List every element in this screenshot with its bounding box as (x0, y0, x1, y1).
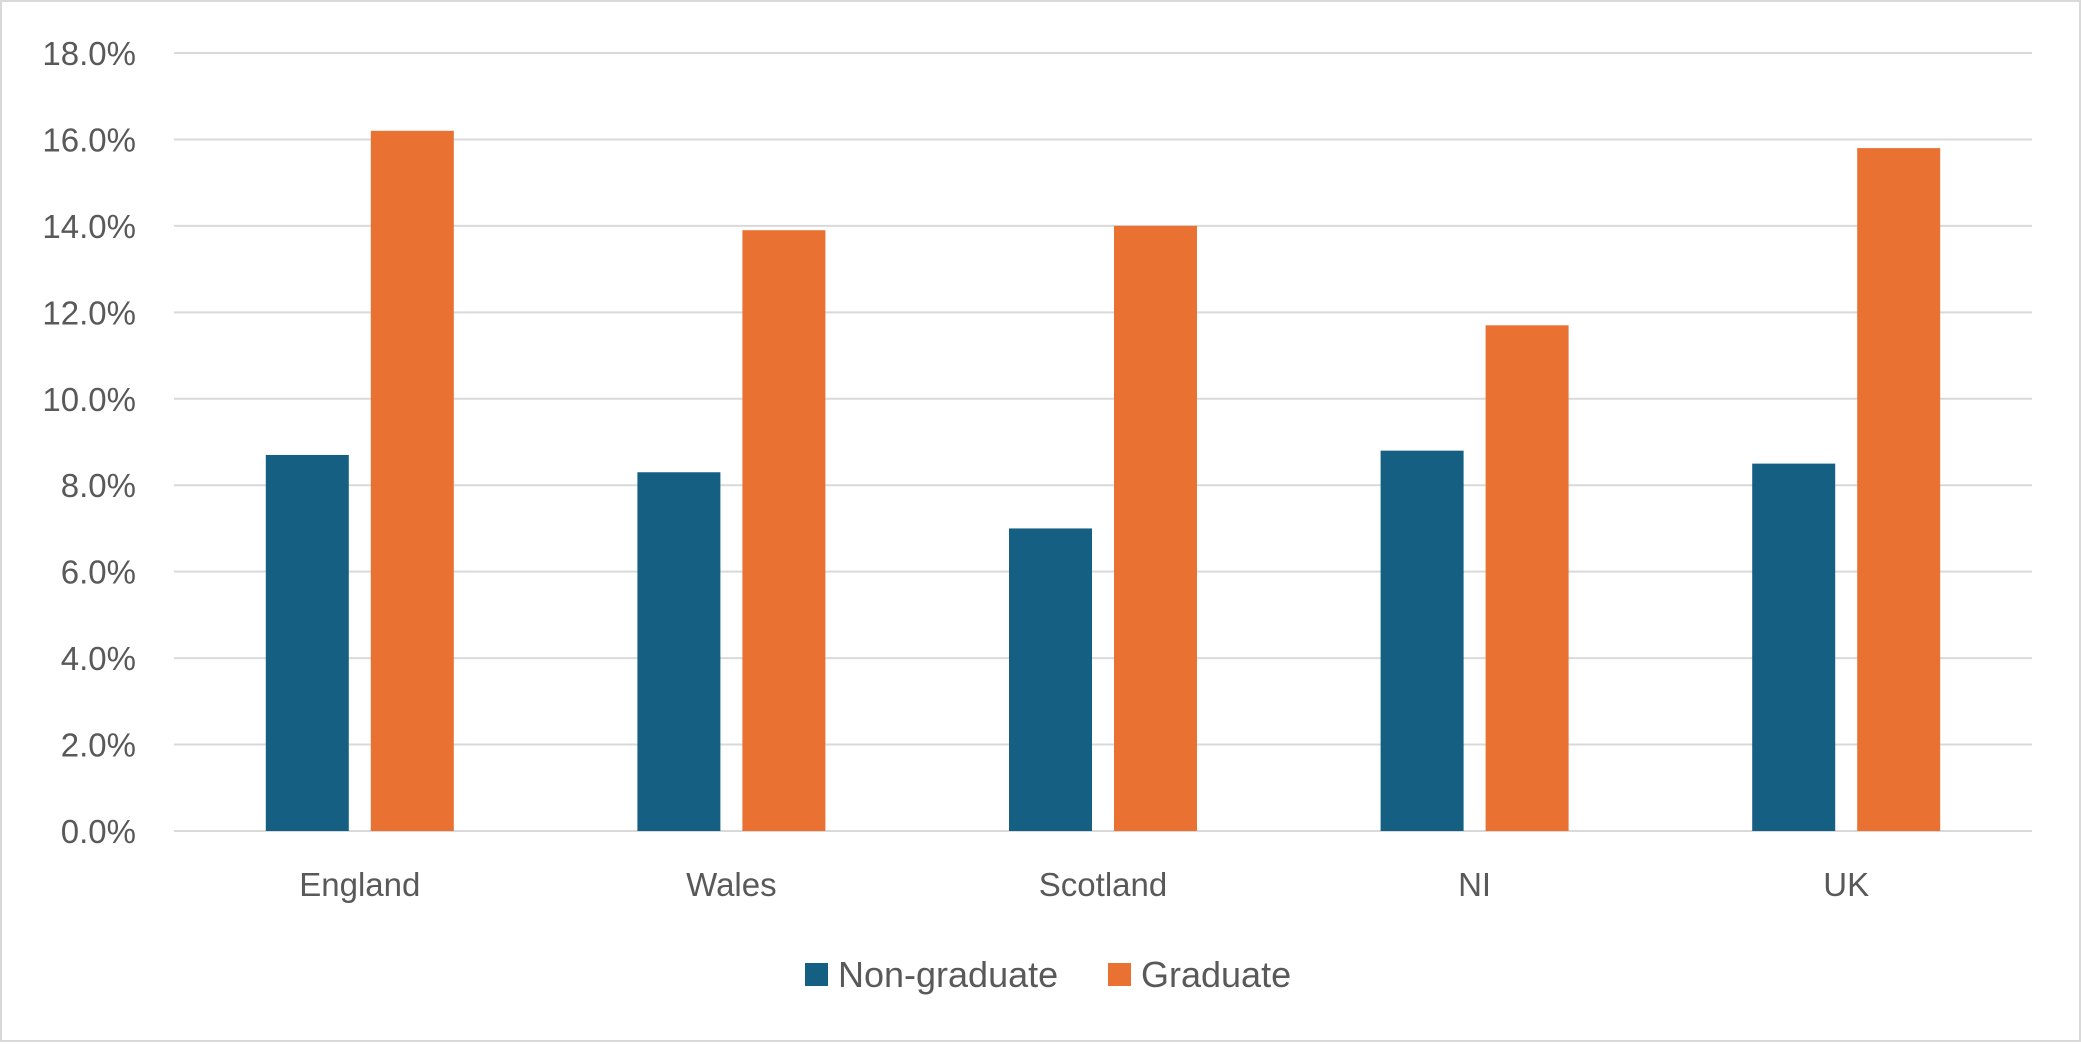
bar-graduate-uk (1857, 148, 1941, 832)
bar-graduate-england (370, 130, 454, 832)
bar-graduate-ni (1485, 325, 1569, 831)
gridlines (174, 52, 2032, 832)
bars (265, 130, 1941, 832)
x-tick-label: England (299, 866, 420, 903)
bar-graduate-wales (742, 230, 826, 831)
legend-swatch (805, 963, 828, 986)
y-tick-label: 4.0% (61, 640, 136, 677)
bar-non-graduate-ni (1380, 450, 1464, 831)
legend-swatch (1108, 963, 1131, 986)
y-axis-tick-labels: 0.0% 2.0% 4.0% 6.0% 8.0% 10.0% 12.0% 14.0% 16.0%… (42, 35, 136, 850)
bar-non-graduate-scotland (1009, 528, 1092, 831)
legend: Non-graduate Graduate (805, 954, 1291, 995)
y-tick-label: 6.0% (61, 554, 136, 591)
y-tick-label: 16.0% (42, 121, 136, 158)
legend-label: Graduate (1141, 954, 1291, 995)
bar-graduate-scotland (1114, 225, 1197, 831)
legend-label: Non-graduate (838, 954, 1058, 995)
x-tick-label: UK (1823, 866, 1869, 903)
y-tick-label: 14.0% (42, 208, 136, 245)
x-tick-label: Scotland (1039, 866, 1167, 903)
x-tick-label: NI (1458, 866, 1491, 903)
y-tick-label: 8.0% (61, 467, 136, 504)
x-axis-tick-labels: England Wales Scotland NI UK (299, 866, 1869, 903)
bar-non-graduate-uk (1752, 463, 1836, 831)
y-tick-label: 2.0% (61, 727, 136, 764)
bar-non-graduate-england (265, 454, 349, 831)
y-tick-label: 10.0% (42, 381, 136, 418)
bar-non-graduate-wales (637, 472, 721, 831)
y-tick-label: 0.0% (61, 813, 136, 850)
x-tick-label: Wales (686, 866, 776, 903)
y-tick-label: 12.0% (42, 294, 136, 331)
y-tick-label: 18.0% (42, 35, 136, 72)
